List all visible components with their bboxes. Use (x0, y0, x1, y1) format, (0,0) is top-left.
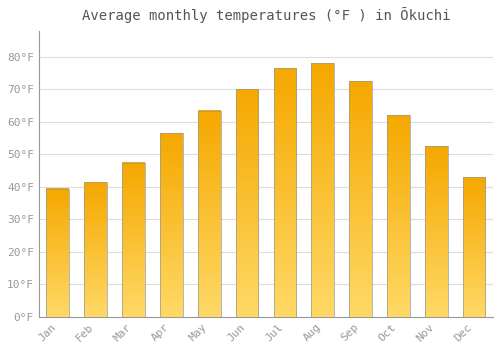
Bar (387, 116, 410, 317)
Title: Average monthly temperatures (°F ) in Ōkuchi: Average monthly temperatures (°F ) in Ōk… (82, 7, 450, 23)
Bar (46, 189, 69, 317)
Bar (463, 177, 485, 317)
Bar (274, 68, 296, 317)
Bar (349, 81, 372, 317)
Bar (160, 133, 182, 317)
Bar (84, 182, 107, 317)
Bar (198, 111, 220, 317)
Bar (425, 146, 448, 317)
Bar (122, 162, 145, 317)
Bar (236, 90, 258, 317)
Bar (312, 63, 334, 317)
